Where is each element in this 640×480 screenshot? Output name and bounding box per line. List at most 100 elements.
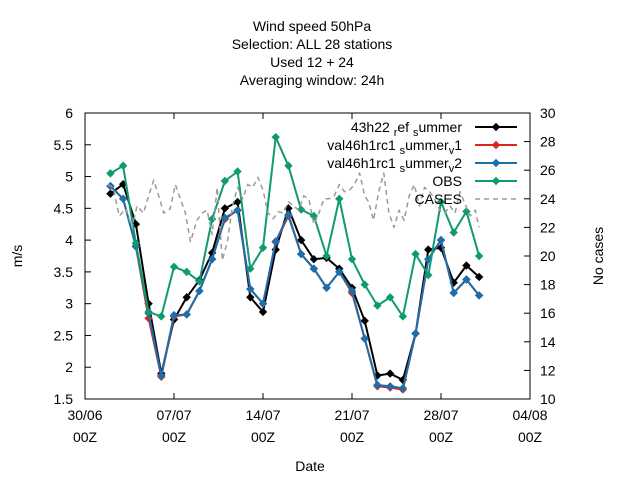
y2-tick-label: 30: [540, 105, 556, 121]
data-point: [118, 194, 128, 204]
y2-tick-label: 12: [540, 362, 556, 378]
data-point: [462, 207, 471, 216]
data-point: [360, 316, 369, 326]
legend-sample-marker: [491, 140, 501, 150]
x-axis-label: Date: [295, 458, 325, 474]
data-point: [195, 277, 204, 286]
y2-tick-label: 16: [540, 305, 556, 321]
data-point: [373, 301, 382, 310]
data-point: [449, 288, 458, 298]
data-point: [322, 251, 331, 261]
data-point: [385, 369, 395, 378]
x-tick-label: 07/07: [156, 407, 191, 423]
x-tick-label: 30/06: [67, 407, 102, 423]
data-point: [144, 307, 153, 317]
data-point: [258, 299, 268, 308]
data-point: [474, 251, 484, 261]
legend-label: val46h1rc1 summerv1: [327, 137, 462, 157]
data-point: [258, 307, 268, 317]
data-point: [322, 283, 331, 292]
series-line: [109, 185, 480, 390]
legend-label: CASES: [415, 191, 462, 207]
data-point: [258, 243, 268, 252]
data-point: [284, 210, 293, 219]
title-line: Wind speed 50hPa: [253, 18, 372, 34]
title-line: Used 12 + 24: [270, 54, 354, 70]
data-point: [169, 310, 179, 320]
y-tick-label: 5: [65, 169, 73, 185]
data-point: [220, 213, 230, 223]
y-axis-label: m/s: [9, 245, 25, 268]
data-point: [385, 293, 395, 302]
x-tick-label: 04/08: [512, 407, 547, 423]
data-point: [474, 291, 484, 300]
data-point: [411, 249, 420, 259]
x-tick-label: 28/07: [423, 407, 458, 423]
legend-label: OBS: [432, 173, 462, 189]
plot-frame: [84, 112, 531, 400]
y2-axis: 10 12 14 16 18 20 22 24 26 28 30: [524, 105, 556, 407]
data-point: [195, 286, 204, 296]
data-point: [296, 249, 306, 259]
data-point: [131, 239, 141, 248]
y-tick-label: 2: [65, 359, 73, 375]
x-tick-label: 00Z: [162, 429, 187, 445]
data-point: [169, 262, 179, 272]
data-point: [246, 264, 255, 273]
title-line: Selection: ALL 28 stations: [232, 36, 393, 52]
data-point: [474, 272, 484, 282]
data-point: [284, 161, 293, 170]
data-point: [233, 197, 242, 207]
data-point: [246, 293, 255, 302]
legend-sample-marker: [491, 122, 501, 132]
y2-tick-label: 10: [540, 391, 556, 407]
data-point: [424, 270, 433, 280]
data-point: [182, 293, 191, 302]
data-point: [309, 254, 319, 264]
data-point: [296, 205, 306, 214]
y-tick-label: 6: [65, 105, 73, 121]
x-tick-label: 14/07: [245, 407, 280, 423]
chart-title: Wind speed 50hPa Selection: ALL 28 statio…: [232, 18, 393, 88]
data-point: [462, 261, 471, 270]
series-lines: [106, 132, 484, 394]
y2-tick-label: 18: [540, 277, 556, 293]
data-point: [411, 329, 420, 338]
y2-axis-label: No cases: [590, 227, 606, 285]
y-tick-label: 1.5: [54, 391, 74, 407]
y2-tick-label: 24: [540, 191, 556, 207]
x-tick-label: 00Z: [518, 429, 543, 445]
data-point: [220, 176, 230, 186]
x-axis: 30/06 00Z 07/07 00Z 14/07 00Z 21/07 00Z 28/07 00Z…: [67, 113, 548, 445]
x-tick-label: 00Z: [429, 429, 454, 445]
data-point: [157, 371, 166, 380]
data-point: [360, 280, 369, 289]
series-line: [109, 136, 481, 318]
data-point: [220, 204, 230, 213]
data-point: [118, 161, 128, 170]
x-tick-label: 00Z: [340, 429, 365, 445]
x-tick-label: 21/07: [334, 407, 369, 423]
data-point: [347, 254, 357, 264]
y-axis: 1.5 2 2.5 3 3.5 4 4.5 5 5.5 6: [54, 105, 91, 407]
data-point: [360, 334, 369, 343]
data-point: [182, 267, 191, 277]
legend-sample-marker: [491, 158, 501, 168]
data-point: [233, 167, 242, 176]
data-point: [436, 197, 446, 207]
y-tick-label: 4: [65, 232, 73, 248]
data-point: [182, 310, 191, 319]
x-tick-label: 00Z: [73, 429, 98, 445]
y-tick-label: 5.5: [54, 137, 74, 153]
plot-border: [84, 112, 531, 400]
data-point: [398, 383, 408, 393]
data-point: [246, 284, 255, 294]
title-line: Averaging window: 24h: [240, 72, 385, 88]
y2-tick-label: 14: [540, 334, 556, 350]
y2-tick-label: 22: [540, 219, 556, 235]
data-point: [131, 220, 141, 229]
data-point: [157, 312, 166, 321]
data-point: [271, 132, 280, 142]
